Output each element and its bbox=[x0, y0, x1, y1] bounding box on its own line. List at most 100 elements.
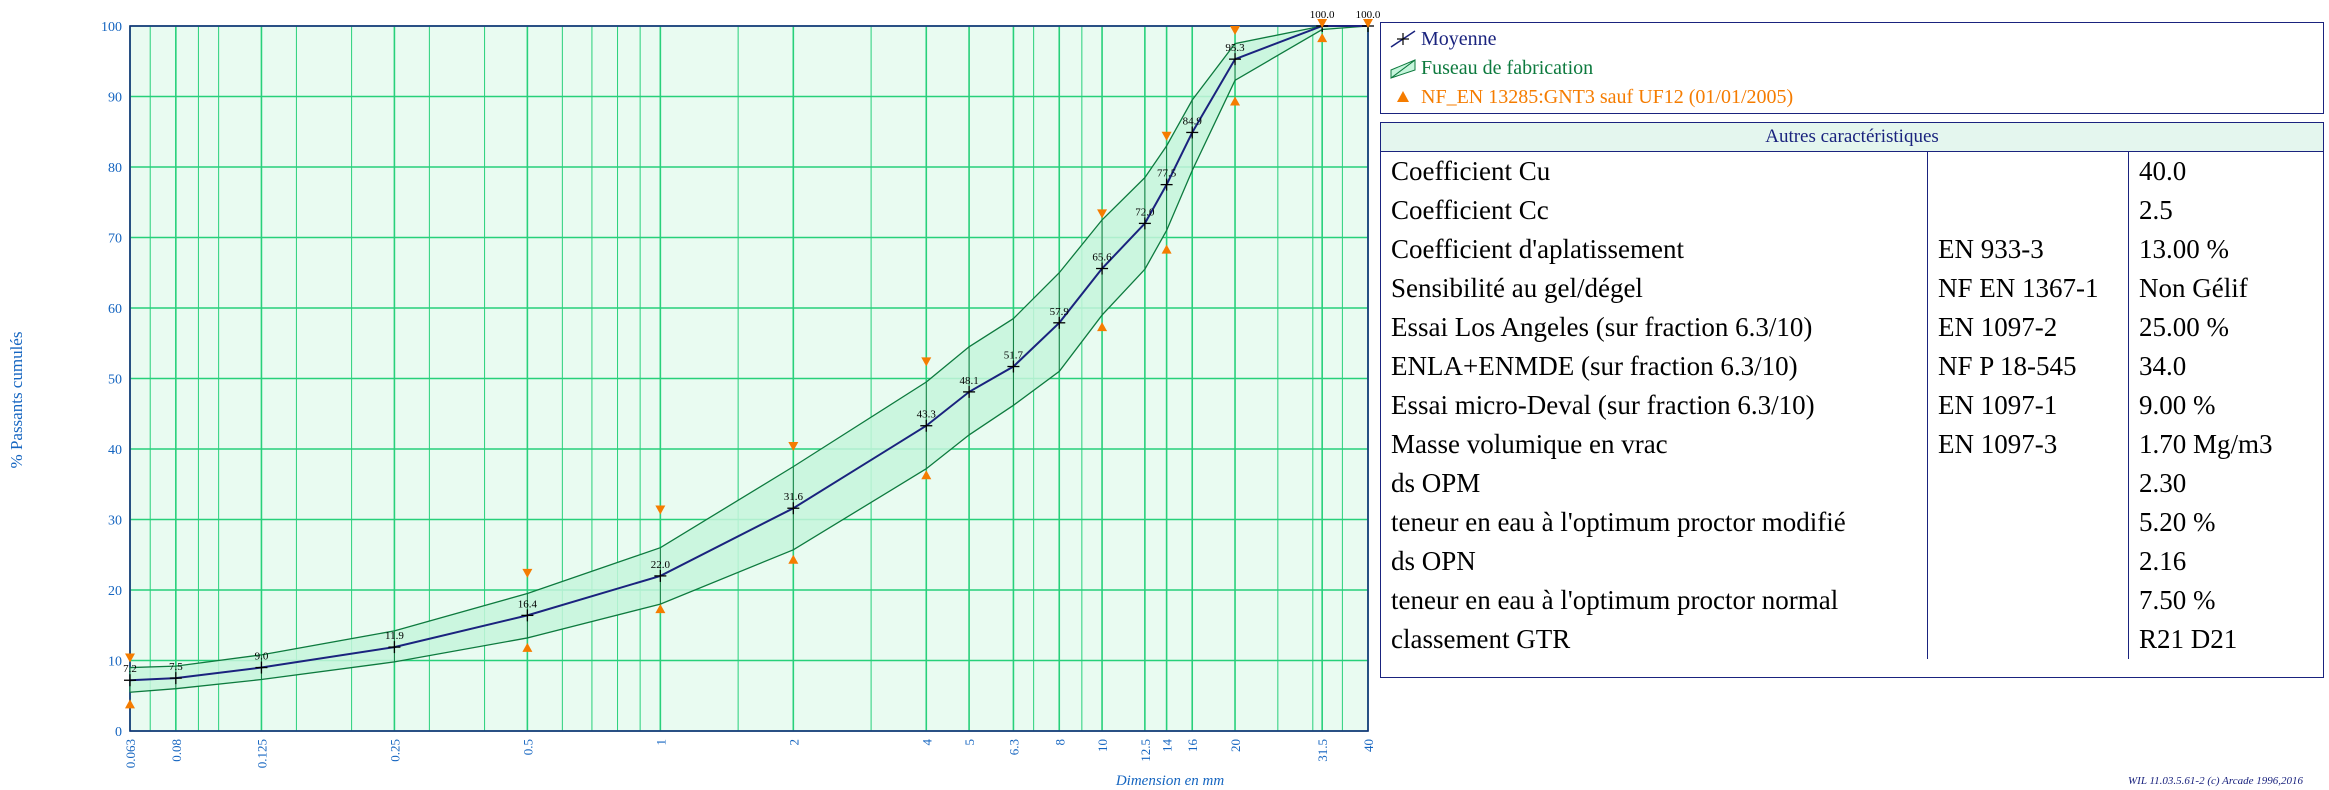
legend-item-mean: Moyenne bbox=[1381, 25, 1497, 53]
legend-band-label: Fuseau de fabrication bbox=[1421, 56, 1594, 79]
mean-data-label: 7.2 bbox=[123, 663, 137, 675]
table-row: ENLA+ENMDE (sur fraction 6.3/10) NF P 18-… bbox=[1381, 347, 2323, 386]
x-axis-label: Dimension en mm bbox=[1115, 773, 1224, 789]
table-row: teneur en eau à l'optimum proctor normal… bbox=[1381, 581, 2323, 620]
spec-min-marker bbox=[1097, 322, 1108, 332]
mean-data-label: 22.0 bbox=[651, 559, 671, 571]
y-tick-label: 20 bbox=[108, 584, 122, 599]
table-row: Coefficient Cu 40.0 bbox=[1381, 152, 2323, 191]
band-symbol bbox=[1389, 56, 1417, 80]
spec-max-marker bbox=[1317, 19, 1328, 28]
legend-mean-label: Moyenne bbox=[1421, 27, 1497, 50]
y-tick-label: 60 bbox=[108, 302, 122, 317]
y-tick-label: 0 bbox=[115, 725, 122, 740]
property-value: 25.00 % bbox=[2128, 308, 2323, 347]
property-norm bbox=[1927, 152, 2129, 191]
property-value: 5.20 % bbox=[2128, 503, 2323, 542]
mean-data-label: 84.9 bbox=[1183, 115, 1203, 127]
property-value: 2.30 bbox=[2128, 464, 2323, 503]
table-row: Essai Los Angeles (sur fraction 6.3/10) E… bbox=[1381, 308, 2323, 347]
mean-data-label: 77.5 bbox=[1157, 168, 1177, 180]
property-name: classement GTR bbox=[1391, 624, 1571, 654]
table-row: classement GTR R21 D21 bbox=[1381, 620, 2323, 659]
x-tick-label: 10 bbox=[1095, 739, 1110, 752]
property-norm bbox=[1927, 542, 2129, 581]
y-tick-label: 100 bbox=[101, 20, 122, 35]
x-tick-label: 0.08 bbox=[169, 739, 184, 762]
spec-max-marker bbox=[1230, 26, 1241, 36]
characteristics-table: Autres caractéristiques Coefficient Cu 40… bbox=[1380, 122, 2324, 678]
table-row: Sensibilité au gel/dégel NF EN 1367-1 Non … bbox=[1381, 269, 2323, 308]
mean-data-label: 65.6 bbox=[1092, 252, 1112, 264]
property-value: 40.0 bbox=[2128, 152, 2323, 191]
x-tick-label: 1 bbox=[653, 739, 668, 746]
x-tick-label: 40 bbox=[1361, 739, 1376, 752]
mean-data-label: 95.3 bbox=[1225, 42, 1245, 54]
mean-data-label: 31.6 bbox=[784, 491, 804, 503]
property-value: 2.16 bbox=[2128, 542, 2323, 581]
x-tick-label: 2 bbox=[786, 739, 801, 746]
y-tick-label: 90 bbox=[108, 91, 122, 106]
x-tick-label: 16 bbox=[1185, 739, 1200, 753]
spec-max-marker bbox=[788, 442, 799, 451]
y-tick-label: 50 bbox=[108, 373, 122, 388]
legend-item-spec: NF_EN 13285:GNT3 sauf UF12 (01/01/2005) bbox=[1381, 83, 1793, 111]
properties-table: Coefficient Cu 40.0 Coefficient Cc 2.5 Coeff… bbox=[1381, 152, 2323, 659]
property-norm bbox=[1927, 464, 2129, 503]
x-tick-label: 0.125 bbox=[254, 739, 269, 768]
property-name: ds OPN bbox=[1391, 546, 1476, 576]
spec-max-marker bbox=[522, 568, 533, 578]
mean-data-label: 100.0 bbox=[1310, 9, 1335, 21]
y-tick-label: 30 bbox=[108, 514, 122, 529]
y-tick-label: 40 bbox=[108, 443, 122, 458]
table-row: ds OPM 2.30 bbox=[1381, 464, 2323, 503]
spec-max-marker bbox=[655, 505, 666, 515]
spec-min-marker bbox=[1230, 96, 1241, 106]
x-tick-label: 4 bbox=[919, 739, 934, 746]
property-norm: EN 1097-2 bbox=[1927, 308, 2129, 347]
mean-data-label: 16.4 bbox=[518, 598, 538, 610]
property-norm: NF EN 1367-1 bbox=[1927, 269, 2129, 308]
mean-data-label: 43.3 bbox=[917, 409, 937, 421]
plot-frame bbox=[129, 25, 1369, 732]
spec-max-marker bbox=[921, 357, 932, 367]
production-band bbox=[130, 26, 1368, 693]
y-axis-label: % Passants cumulés bbox=[7, 332, 26, 469]
spec-min-marker bbox=[921, 470, 932, 480]
x-tick-label: 6.3 bbox=[1006, 739, 1021, 755]
spec-max-marker bbox=[1097, 209, 1108, 219]
spec-min-marker bbox=[655, 604, 666, 614]
mean-data-label: 48.1 bbox=[959, 375, 978, 387]
table-row: Essai micro-Deval (sur fraction 6.3/10) E… bbox=[1381, 386, 2323, 425]
property-name: Masse volumique en vrac bbox=[1391, 429, 1668, 459]
legend-spec-label: NF_EN 13285:GNT3 sauf UF12 (01/01/2005) bbox=[1421, 85, 1794, 108]
spec-min-marker bbox=[125, 699, 135, 709]
table-row: Coefficient Cc 2.5 bbox=[1381, 191, 2323, 230]
mean-data-label: 9.0 bbox=[255, 651, 269, 663]
x-tick-label: 14 bbox=[1160, 739, 1175, 753]
x-tick-label: 0.25 bbox=[387, 739, 402, 762]
property-name: Coefficient d'aplatissement bbox=[1391, 234, 1685, 264]
mean-series-line bbox=[129, 25, 1368, 682]
spec-min-marker bbox=[1161, 244, 1172, 254]
legend-item-band: Fuseau de fabrication bbox=[1381, 54, 1593, 82]
spec-min-marker bbox=[522, 642, 533, 652]
property-name: teneur en eau à l'optimum proctor normal bbox=[1391, 585, 1839, 615]
property-name: Coefficient Cc bbox=[1391, 195, 1549, 225]
x-tick-label: 5 bbox=[962, 739, 977, 746]
x-tick-label: 20 bbox=[1228, 739, 1243, 752]
property-norm bbox=[1927, 191, 2129, 230]
property-norm: EN 933-3 bbox=[1927, 230, 2129, 269]
mean-data-label: 51.7 bbox=[1004, 350, 1024, 362]
x-tick-label: 0.5 bbox=[520, 739, 535, 755]
table-title: Autres caractéristiques bbox=[1381, 123, 2323, 152]
table-row: Coefficient d'aplatissement EN 933-3 13.00… bbox=[1381, 230, 2323, 269]
property-value: 7.50 % bbox=[2128, 581, 2323, 620]
property-value: 1.70 Mg/m3 bbox=[2128, 425, 2323, 464]
x-tick-label: 8 bbox=[1052, 739, 1067, 746]
mean-data-label: 57.9 bbox=[1050, 306, 1070, 318]
property-name: Sensibilité au gel/dégel bbox=[1391, 273, 1643, 303]
property-name: Essai micro-Deval (sur fraction 6.3/10) bbox=[1391, 390, 1815, 420]
legend: Moyenne Fuseau de fabrication NF_EN 1328… bbox=[1380, 22, 2324, 114]
